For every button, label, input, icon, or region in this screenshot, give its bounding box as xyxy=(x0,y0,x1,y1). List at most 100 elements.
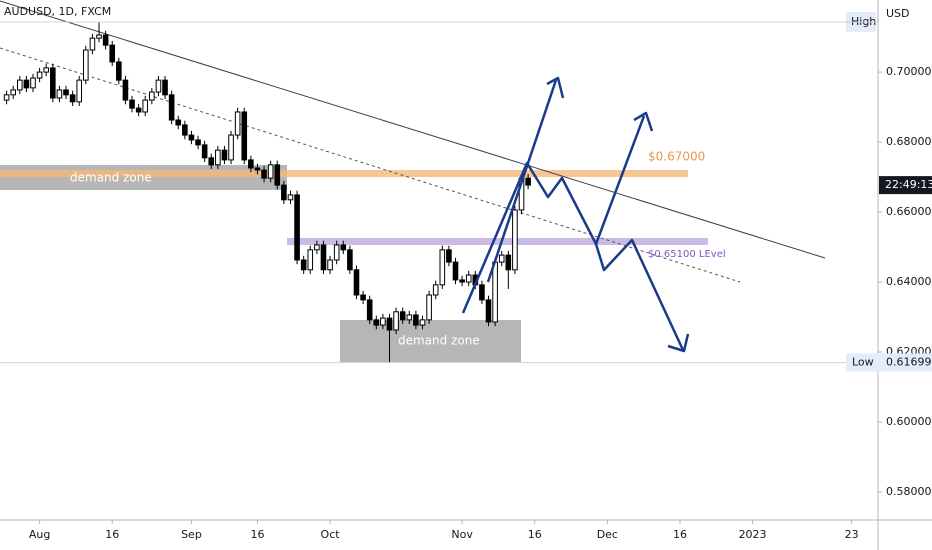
candle-body xyxy=(221,149,228,161)
candle-body xyxy=(248,159,254,169)
candle-body xyxy=(63,89,69,96)
candle-body xyxy=(307,249,314,271)
low-price-label: 0.61699 xyxy=(886,356,932,369)
candle-body xyxy=(446,249,452,263)
x-tick-label: Nov xyxy=(451,528,473,541)
candle-body xyxy=(314,244,320,251)
candle-body xyxy=(366,299,373,321)
candle-body xyxy=(208,157,215,166)
x-tick-label: Dec xyxy=(597,528,618,541)
x-tick-label: Aug xyxy=(29,528,50,541)
candle-body xyxy=(399,311,406,321)
candle-body xyxy=(129,99,135,109)
candle-body xyxy=(426,294,432,321)
candle-body xyxy=(432,284,439,296)
candles xyxy=(3,22,531,363)
candle-body xyxy=(459,279,465,283)
x-tick-label: 16 xyxy=(673,528,687,541)
candle-body xyxy=(439,249,446,286)
candle-body xyxy=(492,261,498,323)
annotation: demand zone xyxy=(398,334,480,348)
x-tick-label: 16 xyxy=(105,528,119,541)
candle-body xyxy=(149,91,155,101)
arrowhead xyxy=(546,76,565,99)
candle-body xyxy=(195,139,201,146)
trend-line xyxy=(0,0,826,259)
x-tick-label: 23 xyxy=(845,528,859,541)
candle-body xyxy=(56,89,63,99)
y-tick-label: 0.60000 xyxy=(886,415,932,428)
candle-body xyxy=(274,164,281,186)
y-tick-label: 0.70000 xyxy=(886,65,932,78)
arrowhead xyxy=(633,111,654,132)
axes: 0.580000.600000.620000.640000.660000.680… xyxy=(0,21,932,541)
arrowhead xyxy=(667,333,690,353)
candle-body xyxy=(96,34,102,39)
candle-body xyxy=(525,177,531,186)
currency: USD xyxy=(886,7,910,20)
candle-body xyxy=(30,77,36,89)
candle-body xyxy=(175,119,182,126)
candle-body xyxy=(135,107,142,113)
candle-body xyxy=(300,259,307,271)
candle-body xyxy=(83,49,89,81)
y-tick-label: 0.58000 xyxy=(886,485,932,498)
candle-body xyxy=(452,261,459,281)
candle-body xyxy=(188,134,195,141)
candle-body xyxy=(116,61,122,81)
candle-body xyxy=(69,94,76,103)
candle-body xyxy=(512,209,518,271)
arrow xyxy=(461,115,646,314)
candle-body xyxy=(182,124,188,136)
candle-body xyxy=(347,249,353,271)
candle-body xyxy=(479,284,485,301)
arrow xyxy=(594,238,685,351)
candle-body xyxy=(201,144,208,159)
candle-body xyxy=(17,79,23,91)
symbol-title: AUDUSD, 1D, FXCM xyxy=(4,5,111,18)
x-tick-label: 16 xyxy=(528,528,542,541)
candle-body xyxy=(76,79,83,103)
candle-body xyxy=(102,34,109,46)
candle-body xyxy=(3,94,10,101)
high-label: High xyxy=(851,15,876,28)
candle-body xyxy=(254,167,261,171)
arrow xyxy=(486,79,558,283)
demand-zone-box xyxy=(0,165,287,190)
candle-body xyxy=(294,194,300,261)
candle-body xyxy=(36,71,43,79)
candle-body xyxy=(261,169,267,179)
low-label: Low xyxy=(852,356,874,369)
candle-body xyxy=(89,37,96,51)
x-tick-label: 2023 xyxy=(739,528,767,541)
x-tick-label: Sep xyxy=(181,528,202,541)
candle-body xyxy=(498,254,505,263)
low-tag xyxy=(846,353,932,372)
x-tick-label: 16 xyxy=(250,528,264,541)
candle-body xyxy=(10,89,17,96)
candle-body xyxy=(281,184,287,201)
candle-body xyxy=(168,94,175,121)
candle-body xyxy=(386,317,393,331)
demand-zone-box xyxy=(340,320,521,362)
candle-body xyxy=(485,299,492,323)
countdown: 22:49:13 xyxy=(885,178,932,191)
candle-body xyxy=(320,244,327,271)
x-tick-label: Oct xyxy=(321,528,341,541)
forecast-arrows xyxy=(461,76,690,353)
candle-body xyxy=(465,274,472,283)
candle-body xyxy=(23,79,30,89)
annotation: $0.65100 LEvel xyxy=(648,249,726,260)
candle-body xyxy=(360,294,366,301)
candle-body xyxy=(234,111,241,136)
candle-body xyxy=(333,244,340,261)
candle-body xyxy=(287,194,294,201)
y-tick-label: 0.66000 xyxy=(886,205,932,218)
annotation: $0.67000 xyxy=(648,150,705,164)
candle-body xyxy=(267,164,274,179)
candle-body xyxy=(340,244,347,251)
candle-body xyxy=(373,319,380,326)
candle-body xyxy=(505,254,512,271)
candle-body xyxy=(413,314,419,326)
